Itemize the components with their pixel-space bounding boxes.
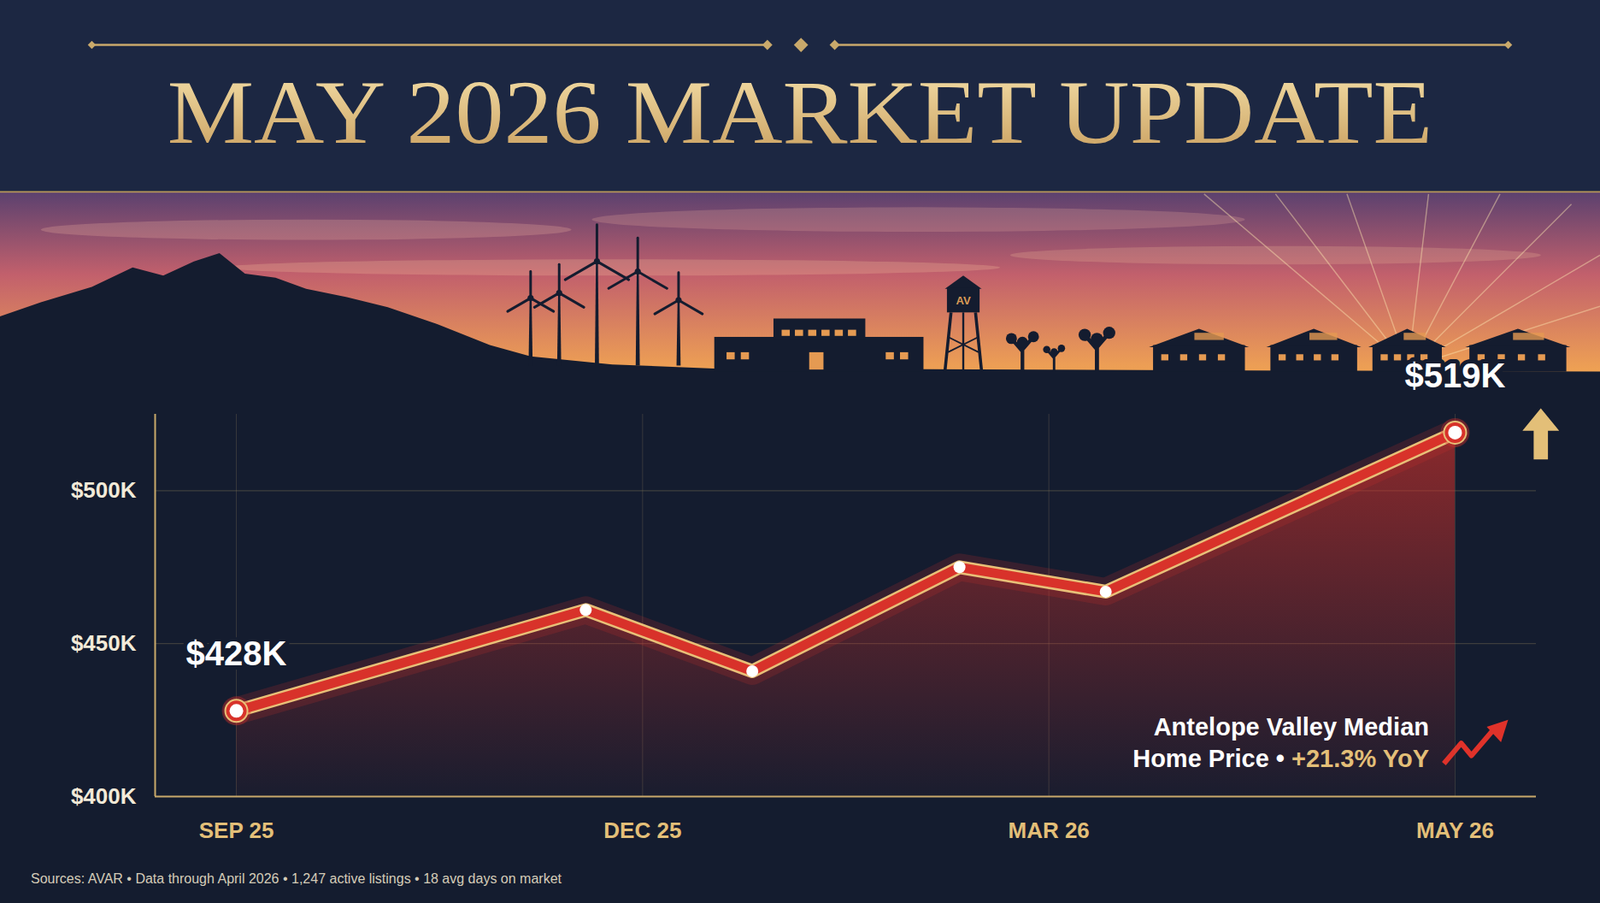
svg-text:$400K: $400K (70, 782, 137, 809)
svg-text:$428K: $428K (186, 634, 288, 672)
html-text:Antelope Valley Median: Antelope Valley Median (1153, 712, 1430, 741)
svg-text:DEC 25: DEC 25 (603, 817, 682, 843)
svg-text:MAY 26: MAY 26 (1416, 817, 1495, 843)
svg-text:$500K: $500K (70, 476, 137, 503)
svg-text:AV: AV (955, 294, 971, 307)
svg-text:MAY 2026 MARKET UPDATE: MAY 2026 MARKET UPDATE (167, 62, 1433, 163)
svg-text:$519K: $519K (1405, 356, 1506, 395)
svg-text:MAR 26: MAR 26 (1007, 817, 1089, 843)
svg-text:SEP 25: SEP 25 (199, 817, 275, 843)
html-text:Sources: AVAR • Data through A: Sources: AVAR • Data through April 2026 … (30, 870, 562, 886)
html-text:Home Price • +21.3% YoY: Home Price • +21.3% YoY (1132, 744, 1430, 772)
svg-text:$450K: $450K (70, 629, 137, 656)
